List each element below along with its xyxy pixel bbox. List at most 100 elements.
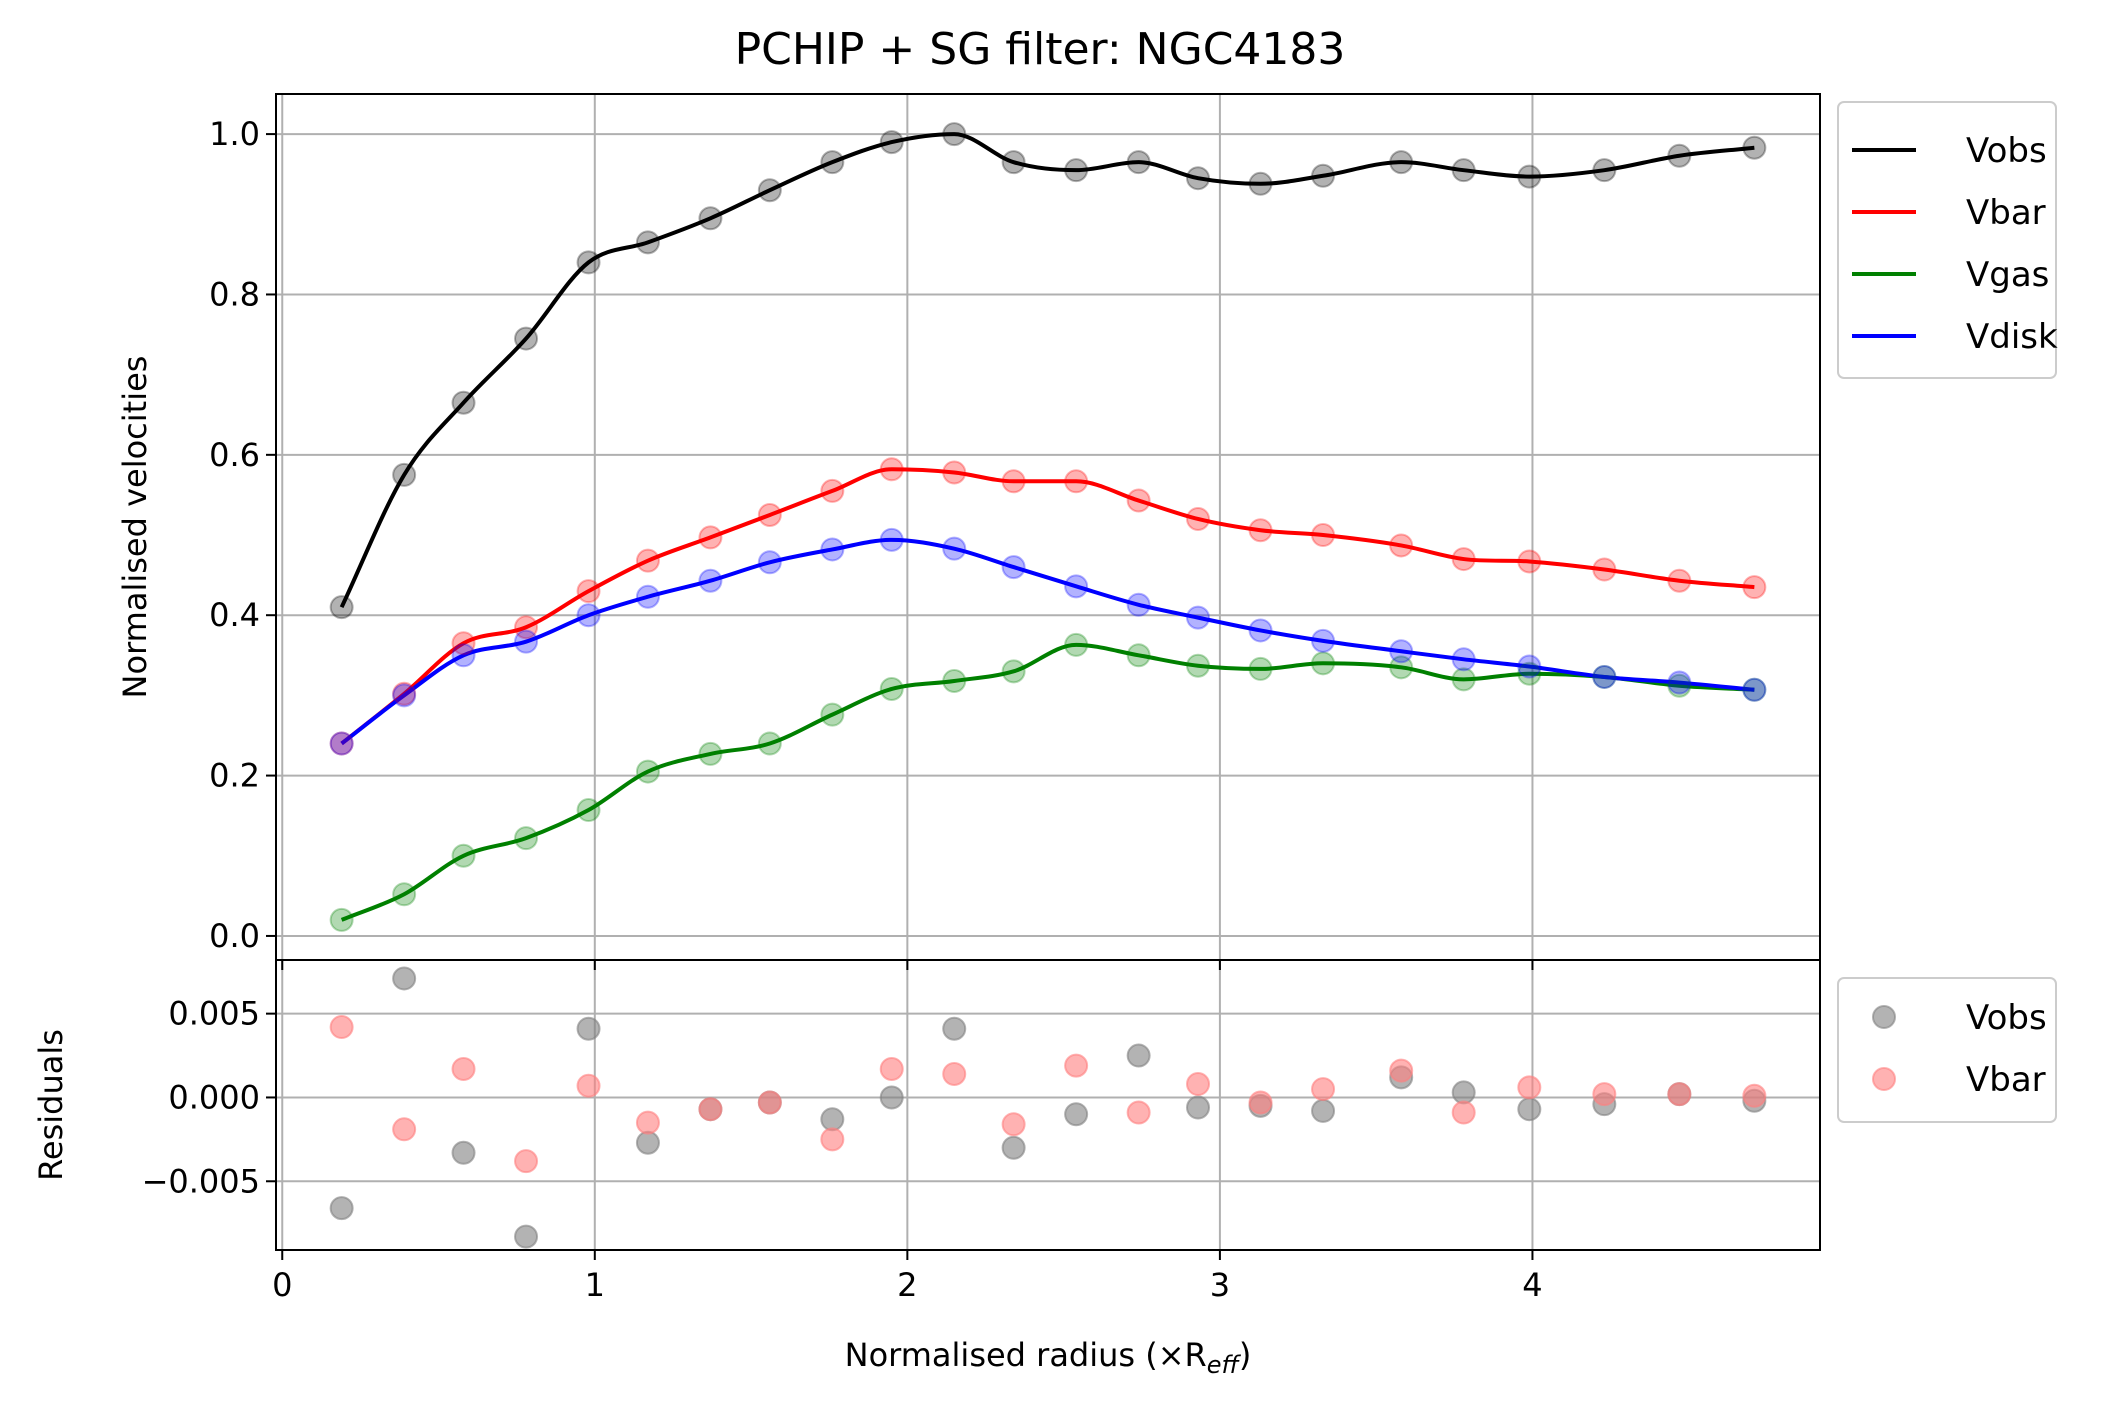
vbar-point xyxy=(757,502,782,527)
vbar-residual-point xyxy=(1451,1100,1476,1125)
vdisk-point xyxy=(942,536,967,561)
vbar-point xyxy=(451,631,476,656)
vobs-residual-point xyxy=(1517,1097,1542,1122)
vbar-point xyxy=(1064,469,1089,494)
vobs-point xyxy=(879,130,904,155)
vgas-point xyxy=(451,843,476,868)
vbar-residual-point xyxy=(698,1097,723,1122)
vbar-residual-point xyxy=(1248,1090,1273,1115)
x-tick-label: 2 xyxy=(897,1266,917,1304)
vobs-residual-point xyxy=(820,1107,845,1132)
bottom-points xyxy=(329,966,1767,1249)
vgas-point xyxy=(1064,632,1089,657)
vobs-residual-point xyxy=(1064,1102,1089,1127)
bottom-y-tick-label: 0.005 xyxy=(168,995,260,1033)
vdisk-legend-label: Vdisk xyxy=(1966,317,2058,357)
vobs-point xyxy=(1389,150,1414,175)
vdisk-point xyxy=(1742,677,1767,702)
top-y-tick-label: 0.2 xyxy=(209,757,260,795)
top-y-tick-label: 1.0 xyxy=(209,115,260,153)
vobs-residual-legend-swatch xyxy=(1872,1005,1896,1029)
vdisk-point xyxy=(576,603,601,628)
vdisk-point xyxy=(757,550,782,575)
x-tick-label: 1 xyxy=(585,1266,605,1304)
vgas-point xyxy=(1742,677,1767,702)
vobs-point xyxy=(1126,150,1151,175)
vobs-residual-point xyxy=(329,1196,354,1221)
vbar-residual-point xyxy=(514,1149,539,1174)
vgas-point xyxy=(942,668,967,693)
top-y-ticks: 0.0 0.2 0.4 0.6 0.8 1.0 xyxy=(209,115,276,955)
vbar-point xyxy=(1517,549,1542,574)
vbar-residual-point xyxy=(1389,1058,1414,1083)
vdisk-point xyxy=(1389,639,1414,664)
bottom-plot-frame xyxy=(275,959,1821,1251)
vobs-point xyxy=(1064,158,1089,183)
vbar-residual-point xyxy=(1186,1072,1211,1097)
vobs-legend-label: Vobs xyxy=(1966,131,2047,171)
vdisk-point xyxy=(1451,647,1476,672)
vgas-point xyxy=(1389,655,1414,680)
residuals-panel: 0.005 0.000 −0.005 0 1 2 3 4 Residuals Normali… xyxy=(32,959,1821,1379)
vgas-point xyxy=(1517,661,1542,686)
vobs-residual-point xyxy=(392,966,417,991)
vobs-point xyxy=(698,206,723,231)
vobs-point xyxy=(1592,158,1617,183)
vbar-residual-point xyxy=(879,1056,904,1081)
vbar-point xyxy=(698,525,723,550)
top-points xyxy=(329,122,1767,932)
bottom-y-tick-label: −0.005 xyxy=(142,1162,260,1200)
vbar-point xyxy=(635,548,660,573)
vobs-point xyxy=(1248,171,1273,196)
vbar-residual-point xyxy=(757,1090,782,1115)
vbar-residual-point xyxy=(451,1056,476,1081)
vbar-residual-point xyxy=(1517,1075,1542,1100)
vobs-point xyxy=(1186,166,1211,191)
vbar-point xyxy=(879,457,904,482)
vobs-point xyxy=(392,462,417,487)
vobs-point xyxy=(329,595,354,620)
bottom-legend: Vobs Vbar xyxy=(1837,977,2057,1123)
vobs-point xyxy=(1742,135,1767,160)
vgas-point xyxy=(1667,673,1692,698)
vgas-point xyxy=(392,882,417,907)
x-axis-label: Normalised radius (×Reff) xyxy=(845,1336,1252,1379)
vobs-residual-point xyxy=(1311,1098,1336,1123)
vbar-residual-point xyxy=(820,1127,845,1152)
vgas-point xyxy=(576,798,601,823)
x-axis-label-subscript: eff xyxy=(1207,1351,1242,1379)
vgas-point xyxy=(1592,664,1617,689)
vobs-residual-point xyxy=(879,1085,904,1110)
vobs-residual-point xyxy=(1186,1095,1211,1120)
vobs-residual-point xyxy=(635,1130,660,1155)
vbar-point xyxy=(1742,575,1767,600)
vbar-point xyxy=(576,579,601,604)
vdisk-point xyxy=(514,629,539,654)
vgas-point xyxy=(1186,653,1211,678)
vobs-line xyxy=(339,132,1755,609)
vobs-point xyxy=(820,150,845,175)
vdisk-point xyxy=(1667,670,1692,695)
vobs-residual-point xyxy=(942,1016,967,1041)
vbar-residual-legend-swatch xyxy=(1872,1067,1896,1091)
x-axis-label-main: Normalised radius (×R xyxy=(845,1336,1207,1374)
x-ticks: 0 1 2 3 4 xyxy=(272,960,1543,1304)
vbar-residual-point xyxy=(1592,1082,1617,1107)
vobs-point xyxy=(514,326,539,351)
top-y-tick-label: 0.0 xyxy=(209,917,260,955)
vobs-residual-legend-label: Vobs xyxy=(1966,998,2047,1038)
vdisk-point xyxy=(1126,592,1151,617)
vbar-point xyxy=(1451,547,1476,572)
vobs-residual-point xyxy=(576,1016,601,1041)
vbar-residual-point xyxy=(942,1061,967,1086)
vgas-point xyxy=(329,907,354,932)
top-legend-box xyxy=(1837,101,2057,379)
vdisk-point xyxy=(392,683,417,708)
top-legend: Vobs Vbar Vgas Vdisk xyxy=(1837,101,2058,379)
vbar-line xyxy=(340,467,1755,746)
vbar-point xyxy=(1186,506,1211,531)
vbar-point xyxy=(1001,469,1026,494)
vgas-point xyxy=(635,759,660,784)
